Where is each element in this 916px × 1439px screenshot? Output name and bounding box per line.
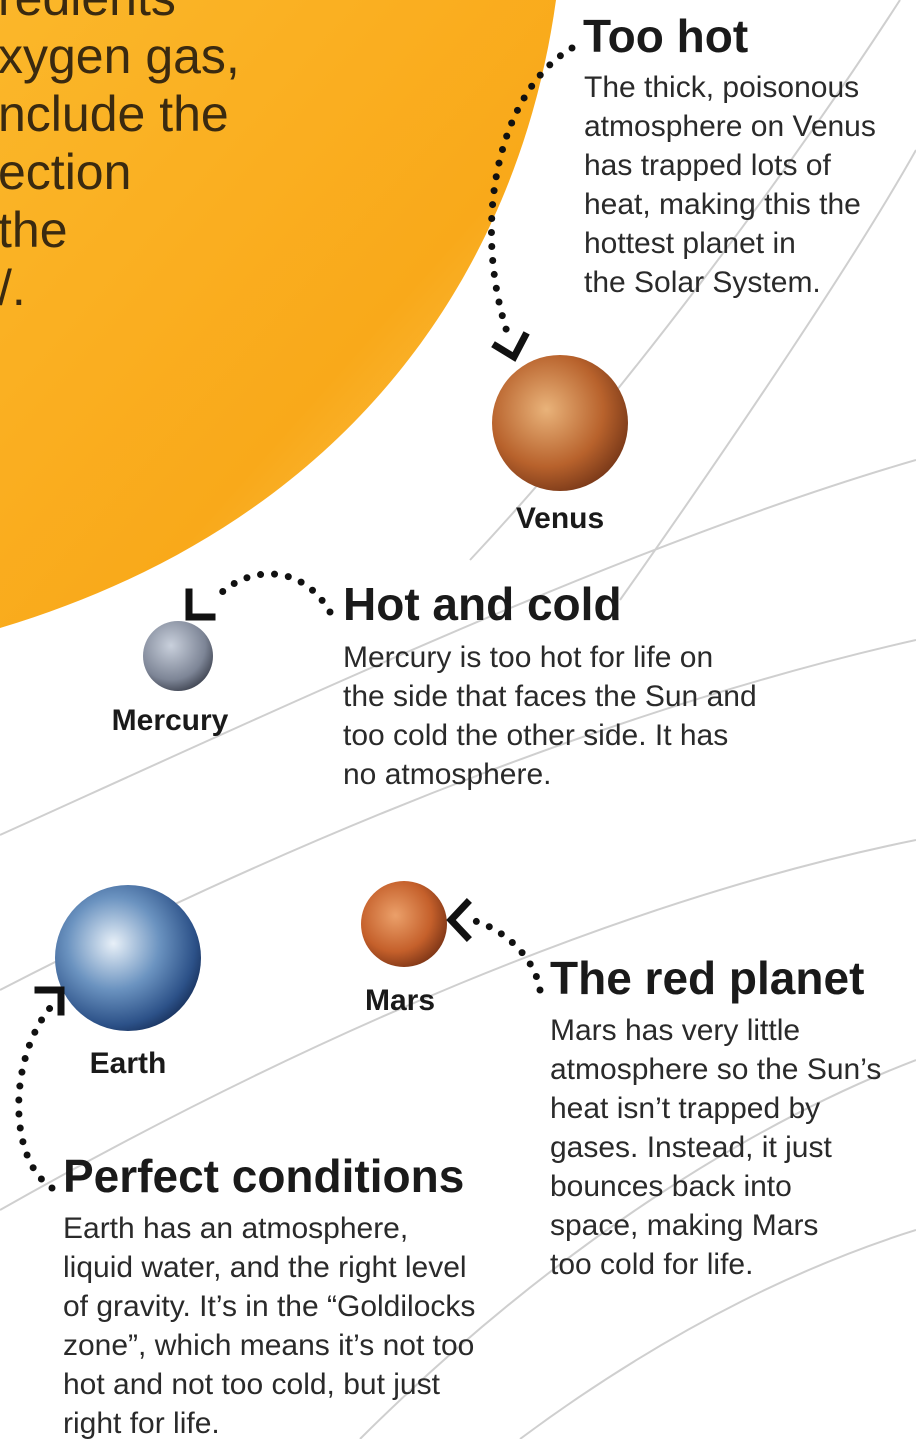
body-line: of gravity. It’s in the “Goldilocks [63, 1290, 475, 1323]
body-line: heat isn’t trapped by [550, 1092, 820, 1125]
body-line: too cold for life. [550, 1248, 753, 1281]
heading: The red planet [550, 952, 864, 1004]
body-line: the Solar System. [584, 266, 821, 299]
intro-line: ection [0, 144, 131, 200]
body-line: the side that faces the Sun and [343, 680, 757, 713]
intro-line: redients [0, 0, 176, 26]
intro-line: xygen gas, [0, 28, 240, 84]
heading: Too hot [583, 10, 748, 62]
body-line: hottest planet in [584, 227, 796, 260]
body-line: bounces back into [550, 1170, 792, 1203]
mercury-planet [143, 621, 213, 691]
body-line: has trapped lots of [584, 149, 831, 182]
planet-label: Mars [365, 984, 435, 1017]
intro-line: nclude the [0, 86, 229, 142]
planet-label: Venus [516, 502, 604, 535]
body-line: atmosphere so the Sun’s [550, 1053, 881, 1086]
body-line: gases. Instead, it just [550, 1131, 832, 1164]
body-line: too cold the other side. It has [343, 719, 728, 752]
body-line: zone”, which means it’s not too [63, 1329, 474, 1362]
earth-planet [55, 885, 201, 1031]
body-line: liquid water, and the right level [63, 1251, 467, 1284]
heading: Hot and cold [343, 578, 622, 630]
venus-planet [492, 355, 628, 491]
body-line: space, making Mars [550, 1209, 818, 1242]
intro-line: the [0, 202, 68, 258]
body-line: Mars has very little [550, 1014, 800, 1047]
body-line: atmosphere on Venus [584, 110, 876, 143]
planet-label: Earth [90, 1047, 167, 1080]
heading: Perfect conditions [63, 1150, 464, 1202]
intro-line: /. [0, 260, 26, 316]
page: Too hot Venus Hot and cold Mercury The r… [0, 0, 916, 1439]
planet-label: Mercury [112, 704, 229, 737]
body-line: Earth has an atmosphere, [63, 1212, 408, 1245]
body-line: no atmosphere. [343, 758, 551, 791]
body-line: Mercury is too hot for life on [343, 641, 713, 674]
body-line: The thick, poisonous [584, 71, 859, 104]
mars-planet [361, 881, 447, 967]
body-line: right for life. [63, 1407, 220, 1439]
body-line: heat, making this the [584, 188, 861, 221]
body-line: hot and not too cold, but just [63, 1368, 441, 1401]
